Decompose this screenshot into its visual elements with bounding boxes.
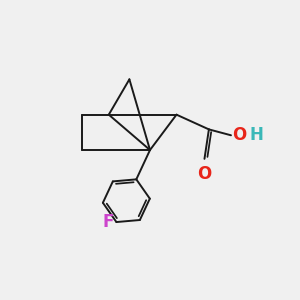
Text: O: O	[232, 126, 247, 144]
Text: F: F	[102, 213, 113, 231]
Text: H: H	[249, 126, 263, 144]
Text: O: O	[197, 165, 212, 183]
